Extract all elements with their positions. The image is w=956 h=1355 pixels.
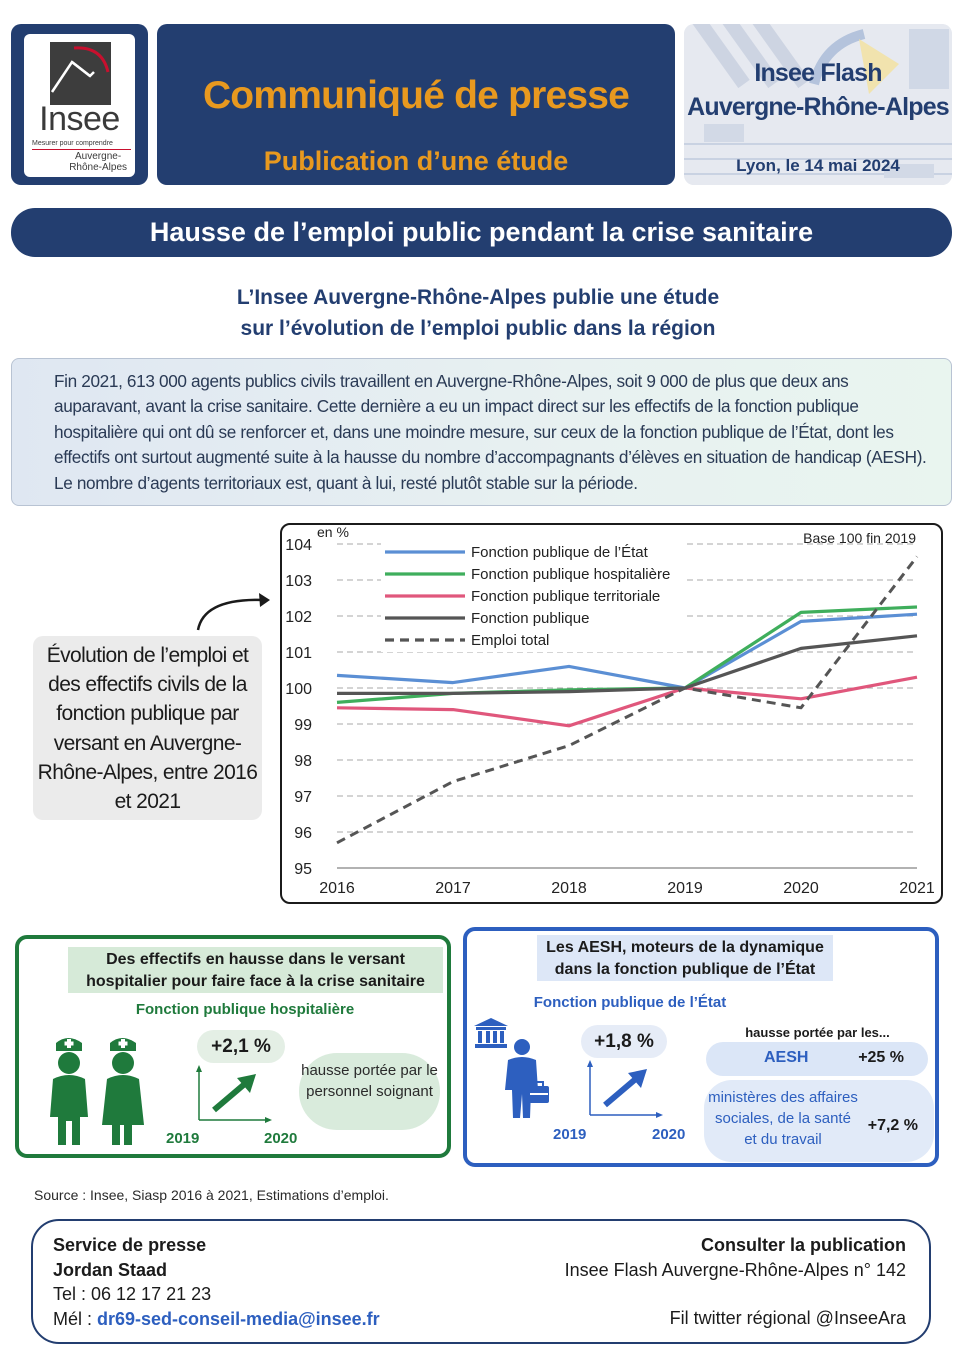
- press-service-title: Service de presse: [53, 1235, 207, 1255]
- hospital-box-label: Fonction publique hospitalière: [135, 1001, 355, 1018]
- logo-region: Auvergne- Rhône-Alpes: [69, 151, 127, 173]
- hospital-year-end: 2020: [264, 1130, 298, 1147]
- hospital-box: [15, 935, 451, 1158]
- state-box-heading: Les AESH, moteurs de la dynamique dans l…: [537, 935, 833, 981]
- civil-servant-icon: [505, 1039, 549, 1118]
- legend-label: Emploi total: [471, 632, 549, 649]
- hospital-heading-line2: hospitalier pour faire face à la crise s…: [86, 973, 425, 990]
- x-tick-label: 2017: [435, 880, 471, 897]
- hospital-box-heading: Des effectifs en hausse dans le versant …: [68, 947, 443, 993]
- press-contact: Service de presse Jordan Staad Tel : 06 …: [53, 1233, 380, 1331]
- contact-phone: Tel : 06 12 17 21 23: [53, 1284, 212, 1304]
- state-year-end: 2020: [652, 1126, 686, 1143]
- state-year-start: 2019: [553, 1126, 587, 1143]
- flash-title: Insee Flash Auvergne-Rhône-Alpes: [684, 56, 952, 124]
- hospital-change-badge: +2,1 %: [197, 1030, 285, 1063]
- logo-region-line2: Rhône-Alpes: [69, 162, 127, 173]
- logo-region-line1: Auvergne-: [75, 151, 122, 162]
- aesh-value: +25 %: [858, 1049, 904, 1066]
- flash-title-line1: Insee Flash: [754, 59, 882, 87]
- mail-label: Mél :: [53, 1308, 98, 1329]
- press-title: Communiqué de presse: [202, 74, 630, 117]
- contact-name: Jordan Staad: [53, 1259, 168, 1280]
- ministries-label: ministères des affaires sociales, de la …: [708, 1089, 858, 1148]
- source-note: Source : Insee, Siasp 2016 à 2021, Estim…: [34, 1187, 389, 1203]
- contact-mail-line: Mél : dr69-sed-conseil-media@insee.fr: [53, 1307, 380, 1332]
- series-line: [337, 634, 918, 695]
- hospital-heading-line1: Des effectifs en hausse dans le versant: [106, 951, 405, 968]
- y-tick-label: 102: [285, 609, 312, 626]
- x-tick-label: 2019: [667, 880, 703, 897]
- intro-paragraph: Fin 2021, 613 000 agents publics civils …: [11, 358, 952, 506]
- state-change-badge: +1,8 %: [581, 1025, 667, 1058]
- legend-label: Fonction publique de l’État: [471, 544, 649, 561]
- x-tick-label: 2018: [551, 880, 587, 897]
- hospital-year-start: 2019: [166, 1130, 200, 1147]
- aesh-pill: AESH +25 %: [706, 1042, 928, 1076]
- x-tick-label: 2021: [899, 880, 935, 897]
- insee-logo: Insee Mesurer pour comprendre Auvergne- …: [24, 34, 135, 177]
- x-tick-label: 2016: [319, 880, 355, 897]
- state-heading-line2: dans la fonction publique de l’État: [554, 961, 816, 978]
- insee-logo-mark-icon: [50, 42, 111, 105]
- y-tick-label: 99: [294, 717, 312, 734]
- y-tick-label: 104: [285, 537, 312, 554]
- y-tick-label: 98: [294, 753, 312, 770]
- institution-building-icon: [474, 1018, 508, 1048]
- state-heading-line1: Les AESH, moteurs de la dynamique: [546, 939, 824, 956]
- ministries-value: +7,2 %: [867, 1117, 918, 1134]
- curved-arrow-icon: [196, 593, 270, 631]
- footer-box: [31, 1219, 931, 1344]
- hospital-note: hausse portée par le personnel soignant: [299, 1053, 440, 1130]
- state-carried-by: hausse portée par les...: [745, 1025, 890, 1040]
- publication-ref[interactable]: Insee Flash Auvergne-Rhône-Alpes n° 142: [564, 1259, 906, 1280]
- y-axis-label: en %: [317, 524, 349, 540]
- y-tick-label: 103: [285, 573, 312, 590]
- insee-logo-box: Insee Mesurer pour comprendre Auvergne- …: [11, 24, 148, 185]
- logo-tagline: Mesurer pour comprendre: [32, 140, 131, 150]
- nurses-icon: [50, 1038, 144, 1145]
- series-line: [336, 612, 918, 690]
- press-subtitle: Publication d’une étude: [263, 146, 569, 176]
- chart-caption: Évolution de l’emploi et des effectifs c…: [33, 636, 262, 820]
- series-line: [336, 675, 918, 728]
- y-tick-label: 96: [294, 825, 312, 842]
- headline-banner: Hausse de l’emploi public pendant la cri…: [11, 208, 952, 257]
- legend-label: Fonction publique territoriale: [471, 588, 660, 605]
- legend-label: Fonction publique hospitalière: [471, 566, 670, 583]
- flash-background-decoration: [684, 24, 952, 185]
- subtitle-line1: L’Insee Auvergne-Rhône-Alpes publie une …: [236, 286, 720, 309]
- growth-arrow-icon: [196, 1065, 272, 1123]
- flash-title-line2: Auvergne-Rhône-Alpes: [687, 93, 950, 121]
- publication-info: Consulter la publication Insee Flash Auv…: [565, 1233, 906, 1331]
- logo-name: Insee: [39, 100, 120, 138]
- press-release-header: Communiqué de presse Publication d’une é…: [157, 24, 675, 185]
- study-subtitle: L’Insee Auvergne-Rhône-Alpes publie une …: [0, 282, 956, 344]
- insee-flash-card: Insee Flash Auvergne-Rhône-Alpes Lyon, l…: [684, 24, 952, 185]
- state-box: [463, 927, 939, 1167]
- aesh-label: AESH: [764, 1049, 809, 1066]
- growth-arrow-icon: [587, 1060, 663, 1118]
- y-tick-label: 101: [285, 645, 312, 662]
- legend-label: Fonction publique: [471, 610, 589, 627]
- flash-date: Lyon, le 14 mai 2024: [736, 156, 900, 175]
- chart-annotation: Base 100 fin 2019: [803, 530, 916, 546]
- employment-line-chart: 95 96 97 98 99 100 101 102 103 104 2016 2017 2018 201…: [285, 524, 935, 897]
- y-tick-label: 97: [294, 789, 312, 806]
- contact-mail-link[interactable]: dr69-sed-conseil-media@insee.fr: [97, 1308, 380, 1329]
- x-tick-label: 2020: [783, 880, 819, 897]
- y-tick-label: 95: [294, 861, 312, 878]
- twitter-handle[interactable]: Fil twitter régional @InseeAra: [669, 1308, 906, 1328]
- y-tick-label: 100: [285, 681, 312, 698]
- series-line: [336, 555, 919, 845]
- ministries-pill: ministères des affaires sociales, de la …: [704, 1080, 934, 1162]
- subtitle-line2: sur l’évolution de l’emploi public dans …: [240, 317, 716, 340]
- state-box-label: Fonction publique de l’État: [533, 994, 727, 1011]
- consult-title: Consulter la publication: [700, 1235, 906, 1255]
